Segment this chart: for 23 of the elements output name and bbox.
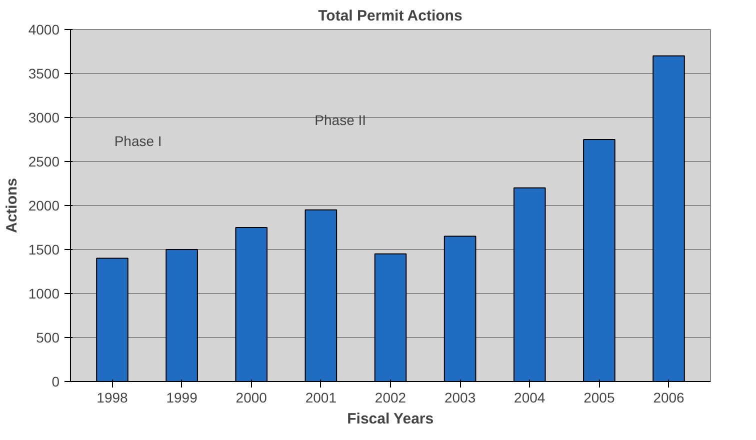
y-tick-label: 1500 bbox=[28, 242, 60, 258]
x-tick-label: 2000 bbox=[236, 390, 268, 406]
y-axis-title: Actions bbox=[3, 178, 20, 233]
annotation: Phase II bbox=[314, 112, 366, 128]
x-tick-label: 2005 bbox=[584, 390, 615, 406]
x-tick-label: 2003 bbox=[444, 390, 476, 406]
x-axis-title: Fiscal Years bbox=[347, 410, 434, 428]
y-tick-label: 500 bbox=[36, 330, 60, 346]
y-tick-label: 3500 bbox=[28, 66, 60, 82]
y-tick-label: 3000 bbox=[28, 110, 60, 126]
y-tick-label: 2500 bbox=[28, 154, 60, 170]
x-tick-label: 2006 bbox=[653, 390, 685, 406]
annotation: Phase I bbox=[114, 133, 162, 150]
x-tick-label: 1998 bbox=[96, 390, 128, 406]
chart-title: Total Permit Actions bbox=[318, 8, 462, 24]
x-tick-label: 2001 bbox=[305, 390, 337, 406]
y-tick-label: 0 bbox=[52, 374, 60, 390]
y-tick-label: 2000 bbox=[28, 198, 60, 214]
y-tick-label: 4000 bbox=[28, 22, 60, 38]
y-tick-label: 1000 bbox=[28, 286, 60, 302]
x-tick-label: 1999 bbox=[166, 390, 198, 406]
x-tick-label: 2002 bbox=[374, 390, 406, 406]
x-tick-label: 2004 bbox=[514, 390, 546, 406]
